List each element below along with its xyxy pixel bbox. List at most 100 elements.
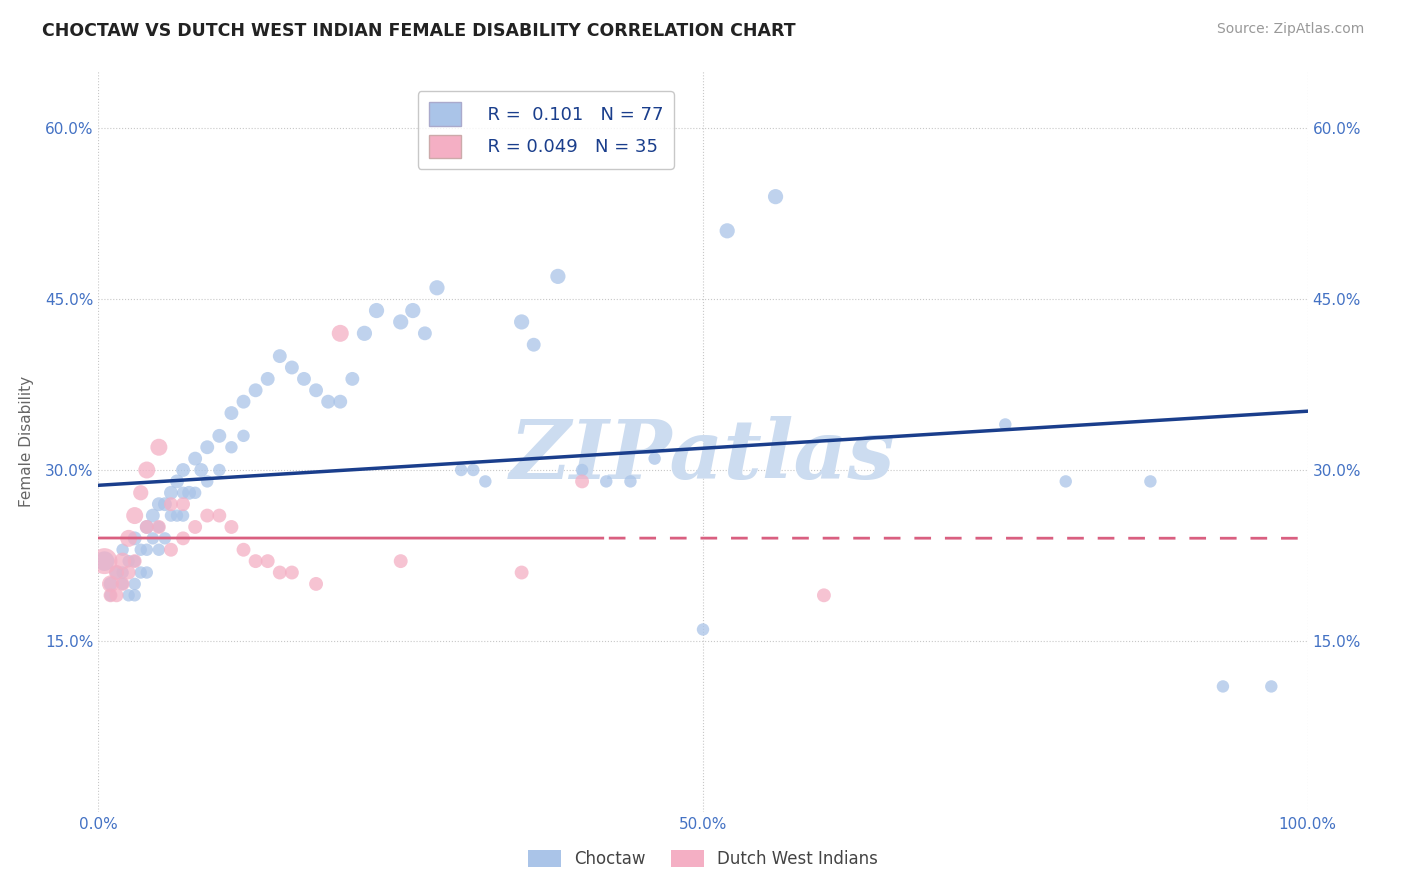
Point [329, 326, 352, 341]
Point [413, 326, 436, 341]
Point [160, 497, 183, 511]
Point [172, 497, 194, 511]
Point [256, 554, 278, 568]
Point [111, 577, 134, 591]
Point [245, 384, 267, 398]
Point [148, 440, 170, 454]
Point [195, 508, 218, 523]
Point [118, 554, 141, 568]
Point [111, 577, 134, 591]
Point [316, 394, 339, 409]
Point [523, 337, 546, 351]
Point [195, 440, 218, 454]
Point [269, 566, 291, 580]
Point [571, 475, 593, 489]
Point [208, 429, 231, 443]
Point [232, 542, 254, 557]
Point [195, 475, 218, 489]
Point [389, 315, 412, 329]
Point [124, 554, 146, 568]
Point [100, 577, 122, 591]
Point [245, 554, 267, 568]
Point [269, 349, 291, 363]
Point [172, 463, 194, 477]
Point [571, 463, 593, 477]
Point [148, 520, 170, 534]
Point [160, 542, 183, 557]
Point [305, 577, 328, 591]
Point [450, 463, 472, 477]
Point [184, 451, 207, 466]
Text: CHOCTAW VS DUTCH WEST INDIAN FEMALE DISABILITY CORRELATION CHART: CHOCTAW VS DUTCH WEST INDIAN FEMALE DISA… [42, 22, 796, 40]
Point [160, 485, 183, 500]
Point [1139, 475, 1161, 489]
Point [208, 508, 231, 523]
Point [292, 372, 315, 386]
Point [105, 566, 128, 580]
Point [148, 497, 170, 511]
Point [353, 326, 375, 341]
Point [111, 566, 134, 580]
Point [329, 394, 352, 409]
Point [118, 532, 141, 546]
Point [93, 554, 115, 568]
Point [118, 588, 141, 602]
Point [100, 588, 122, 602]
Point [111, 542, 134, 557]
Point [510, 566, 533, 580]
Point [184, 520, 207, 534]
Text: Source: ZipAtlas.com: Source: ZipAtlas.com [1216, 22, 1364, 37]
Point [118, 566, 141, 580]
Point [135, 520, 157, 534]
Point [184, 485, 207, 500]
Text: ZIPatlas: ZIPatlas [510, 417, 896, 496]
Point [221, 520, 243, 534]
Point [232, 429, 254, 443]
Point [221, 440, 243, 454]
Point [232, 394, 254, 409]
Point [994, 417, 1017, 432]
Point [93, 554, 115, 568]
Point [179, 485, 201, 500]
Point [129, 566, 152, 580]
Point [153, 497, 176, 511]
Point [474, 475, 496, 489]
Point [366, 303, 388, 318]
Point [100, 577, 122, 591]
Point [342, 372, 364, 386]
Point [190, 463, 212, 477]
Point [281, 360, 304, 375]
Point [153, 532, 176, 546]
Point [716, 224, 738, 238]
Legend:   R =  0.101   N = 77,   R = 0.049   N = 35: R = 0.101 N = 77, R = 0.049 N = 35 [418, 92, 673, 169]
Point [142, 532, 165, 546]
Point [129, 542, 152, 557]
Point [692, 623, 714, 637]
Point [105, 566, 128, 580]
Point [100, 588, 122, 602]
Point [1260, 680, 1282, 694]
Point [166, 475, 188, 489]
Point [124, 588, 146, 602]
Point [813, 588, 835, 602]
Point [135, 463, 157, 477]
Point [595, 475, 617, 489]
Point [142, 508, 165, 523]
Point [172, 508, 194, 523]
Point [305, 384, 328, 398]
Point [124, 577, 146, 591]
Point [135, 542, 157, 557]
Point [765, 189, 787, 203]
Point [135, 566, 157, 580]
Point [111, 554, 134, 568]
Point [172, 485, 194, 500]
Point [208, 463, 231, 477]
Point [124, 554, 146, 568]
Point [426, 281, 449, 295]
Point [619, 475, 641, 489]
Legend: Choctaw, Dutch West Indians: Choctaw, Dutch West Indians [522, 843, 884, 875]
Y-axis label: Female Disability: Female Disability [18, 376, 34, 508]
Point [124, 532, 146, 546]
Point [463, 463, 485, 477]
Point [256, 372, 278, 386]
